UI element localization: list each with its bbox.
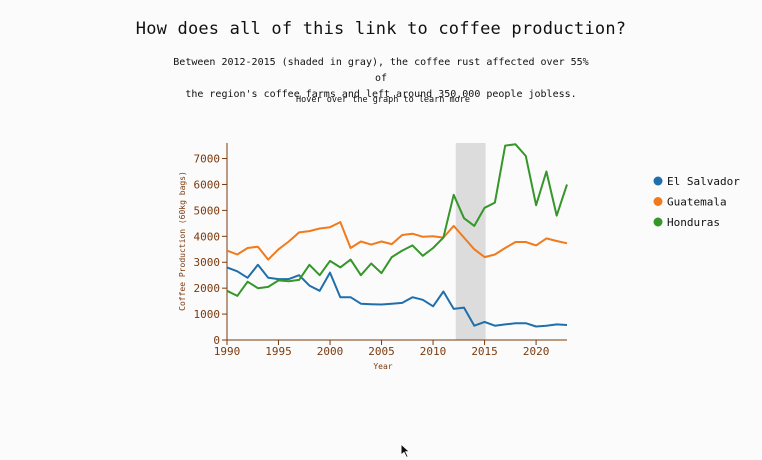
y-tick-label: 4000 — [194, 230, 221, 243]
y-tick-label: 6000 — [194, 178, 221, 191]
legend-label-el-salvador: El Salvador — [667, 175, 740, 188]
x-tick-label: 2010 — [420, 345, 447, 358]
legend-swatch-honduras — [653, 217, 663, 227]
series-line-el-salvador — [226, 263, 568, 328]
shaded-rust-period — [455, 143, 486, 340]
y-axis-label: Coffee Production (60kg bags) — [178, 171, 187, 311]
x-tick-label: 2020 — [523, 345, 550, 358]
legend-label-honduras: Honduras — [667, 216, 720, 229]
subtitle-line-2: the region's coffee farms and left aroun… — [185, 89, 577, 100]
legend-swatch-el-salvador — [653, 176, 663, 186]
mouse-cursor-icon — [400, 443, 411, 459]
y-tick-label: 3000 — [194, 256, 221, 269]
x-tick-label: 2000 — [317, 345, 344, 358]
y-tick-label: 2000 — [194, 282, 221, 295]
legend-swatch-guatemala — [653, 197, 663, 206]
y-tick-label: 7000 — [194, 153, 221, 166]
page-title: How does all of this link to coffee prod… — [135, 19, 627, 39]
x-tick-label: 2005 — [368, 345, 395, 358]
series-line-honduras — [226, 143, 568, 297]
page-subtitle: Between 2012-2015 (shaded in gray), the … — [171, 55, 591, 103]
series-line-guatemala — [226, 221, 568, 261]
y-tick-label: 1000 — [194, 308, 221, 321]
x-tick-label: 2015 — [471, 345, 498, 358]
subtitle-line-1: Between 2012-2015 (shaded in gray), the … — [173, 57, 589, 84]
y-tick-label: 5000 — [194, 204, 221, 217]
y-tick-label: 0 — [213, 334, 220, 347]
x-axis-label: Year — [373, 362, 392, 371]
legend-label-guatemala: Guatemala — [667, 196, 727, 209]
x-tick-label: 1995 — [265, 345, 292, 358]
x-tick-label: 1990 — [214, 345, 241, 358]
hover-hint: Hover over the graph to learn more — [296, 95, 470, 105]
